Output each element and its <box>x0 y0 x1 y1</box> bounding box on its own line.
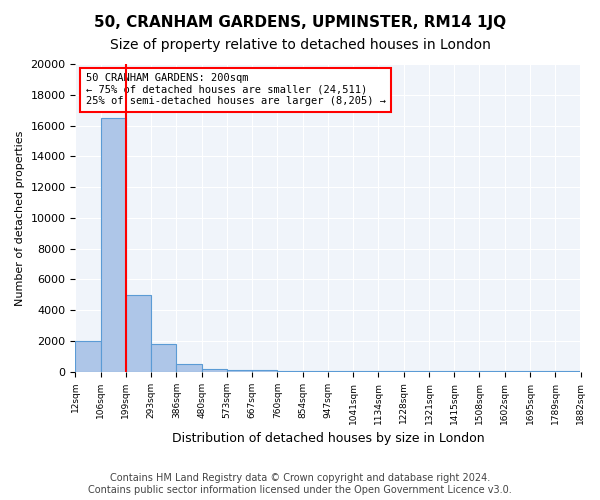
Bar <box>126 295 151 372</box>
Bar <box>328 370 353 372</box>
Bar <box>353 371 379 372</box>
Bar <box>379 371 404 372</box>
Bar <box>505 371 530 372</box>
Bar <box>479 371 505 372</box>
Bar <box>404 371 429 372</box>
Bar <box>176 364 202 372</box>
Bar <box>202 368 227 372</box>
Bar <box>555 371 581 372</box>
Text: Contains HM Land Registry data © Crown copyright and database right 2024.
Contai: Contains HM Land Registry data © Crown c… <box>88 474 512 495</box>
Text: Size of property relative to detached houses in London: Size of property relative to detached ho… <box>110 38 490 52</box>
Bar <box>76 341 101 372</box>
Bar <box>302 370 328 372</box>
X-axis label: Distribution of detached houses by size in London: Distribution of detached houses by size … <box>172 432 484 445</box>
Bar <box>227 370 252 372</box>
Text: 50, CRANHAM GARDENS, UPMINSTER, RM14 1JQ: 50, CRANHAM GARDENS, UPMINSTER, RM14 1JQ <box>94 15 506 30</box>
Bar <box>454 371 479 372</box>
Bar <box>151 344 176 372</box>
Bar <box>101 118 126 372</box>
Bar <box>252 370 277 372</box>
Text: 50 CRANHAM GARDENS: 200sqm
← 75% of detached houses are smaller (24,511)
25% of : 50 CRANHAM GARDENS: 200sqm ← 75% of deta… <box>86 73 386 106</box>
Y-axis label: Number of detached properties: Number of detached properties <box>15 130 25 306</box>
Bar <box>530 371 555 372</box>
Bar <box>429 371 454 372</box>
Bar <box>277 370 302 372</box>
